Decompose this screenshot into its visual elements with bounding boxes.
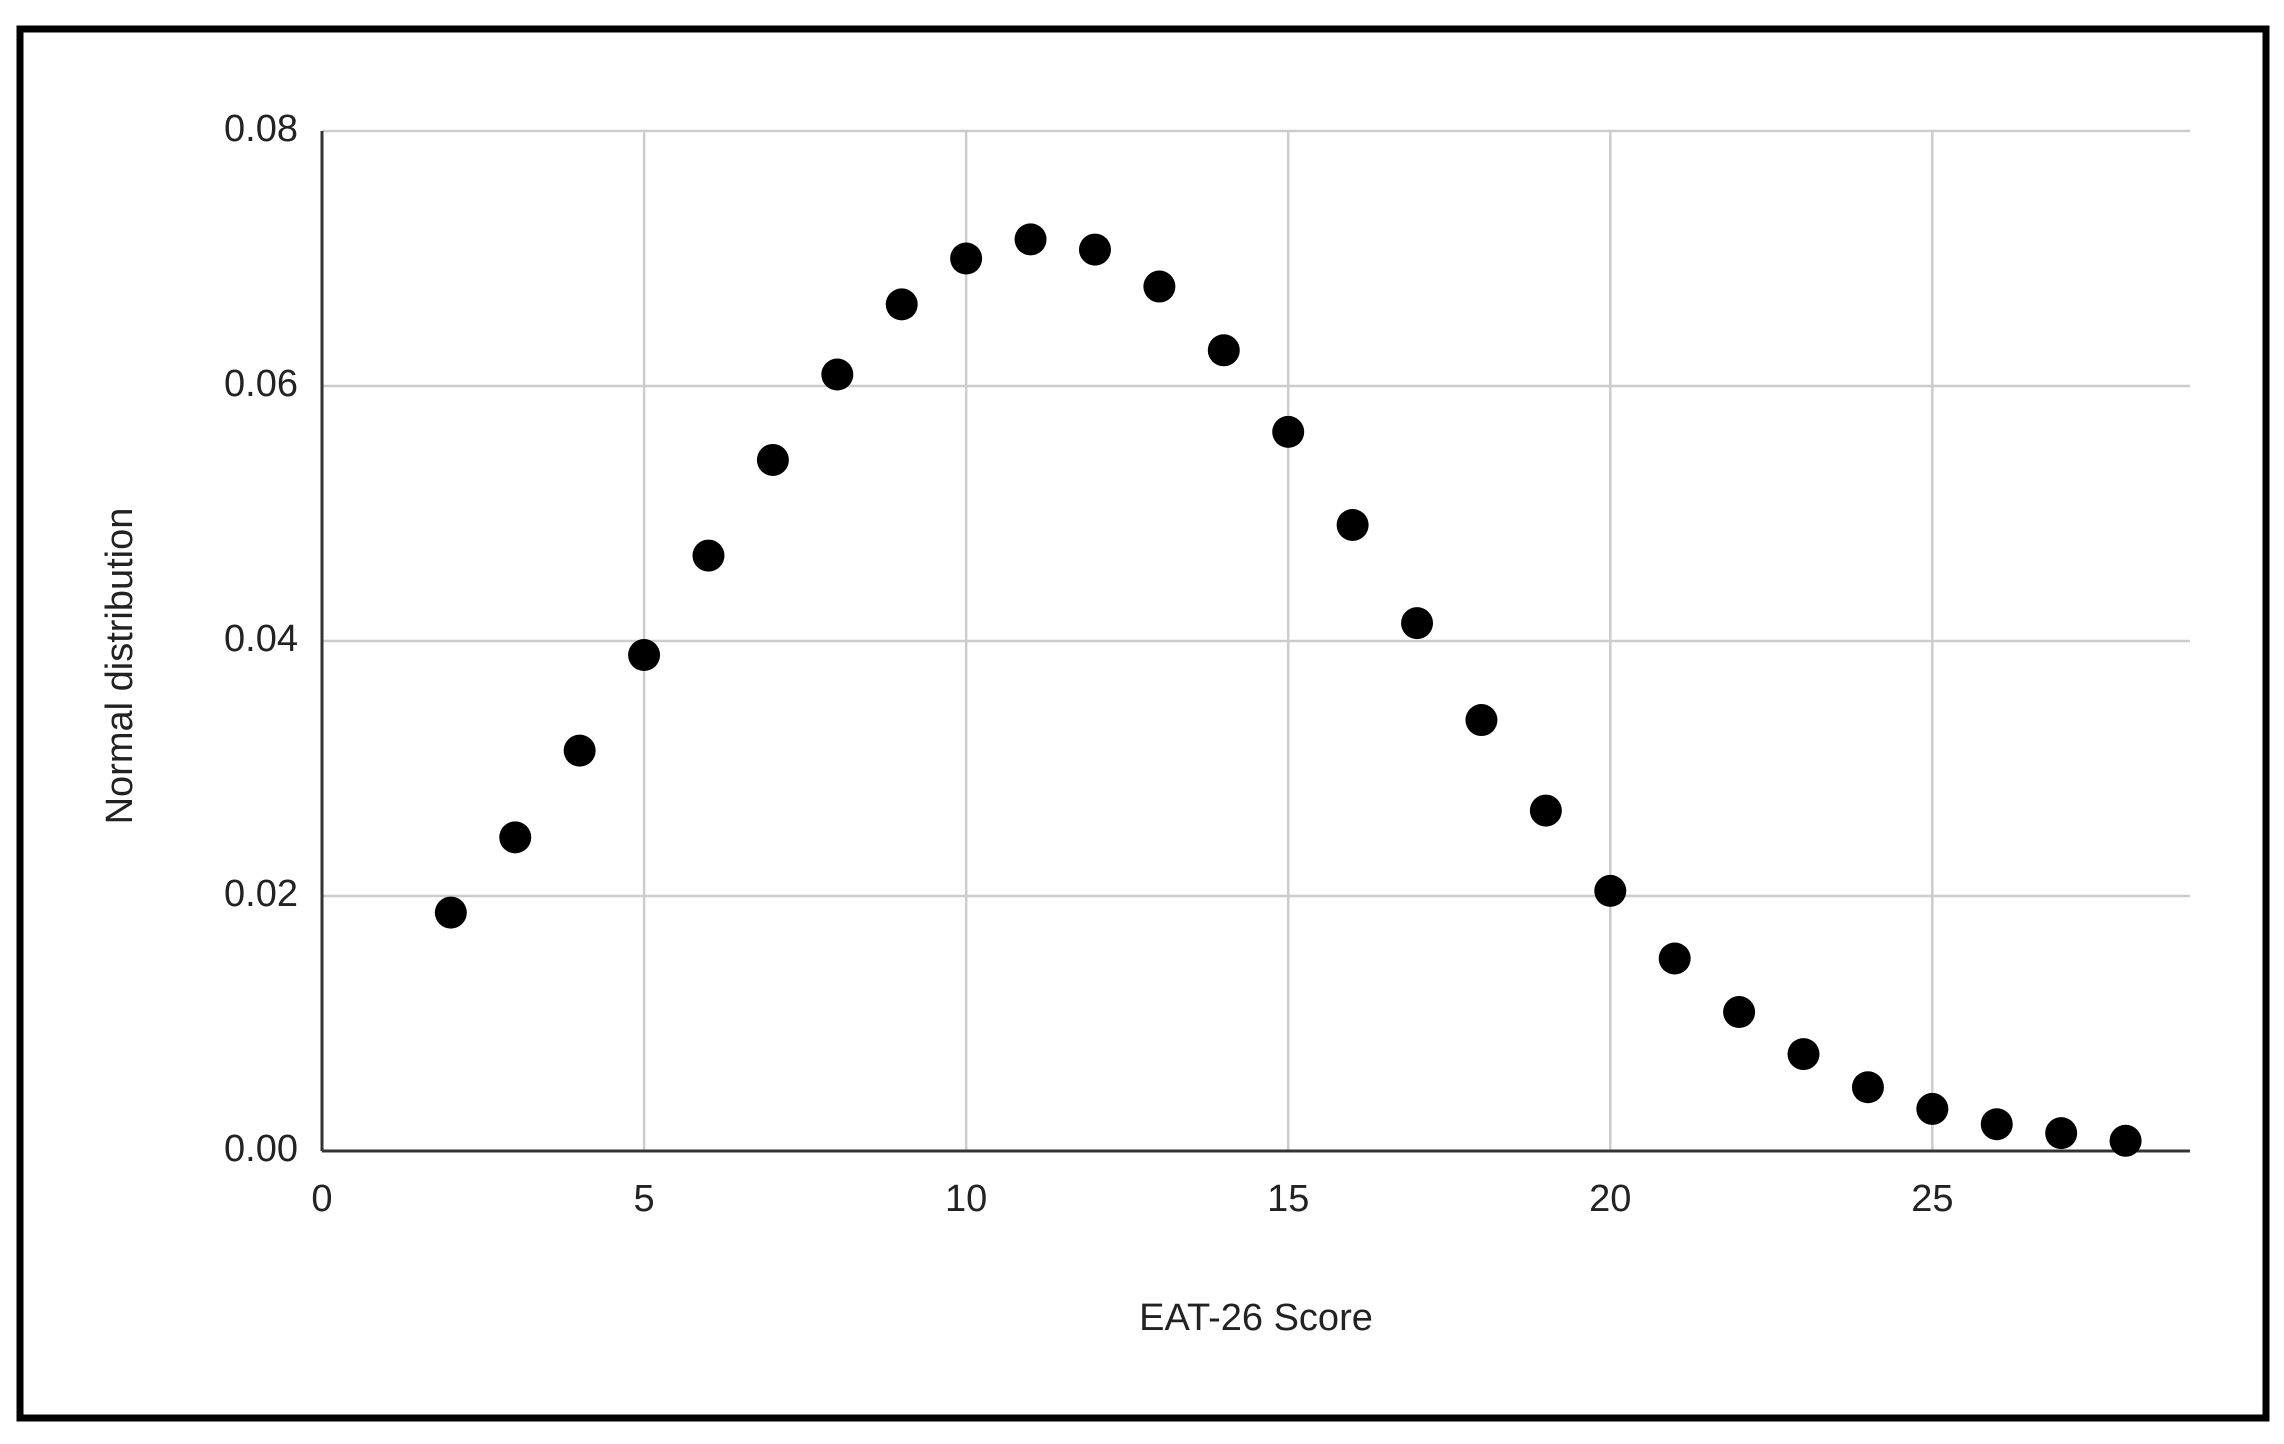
x-tick-label: 25 xyxy=(1911,1178,1953,1220)
data-point xyxy=(563,734,596,767)
data-point xyxy=(1207,334,1240,367)
x-tick-label: 15 xyxy=(1267,1178,1309,1220)
chart-border xyxy=(16,25,2270,1422)
data-point xyxy=(1272,415,1305,448)
data-point xyxy=(692,539,725,572)
y-tick-label: 0.04 xyxy=(224,618,298,660)
data-point xyxy=(1723,996,1756,1029)
y-tick-label: 0.08 xyxy=(224,108,298,150)
data-point xyxy=(1465,704,1498,737)
x-tick-label: 0 xyxy=(311,1178,332,1220)
x-tick-label: 20 xyxy=(1589,1178,1631,1220)
data-point xyxy=(1658,942,1691,975)
data-point xyxy=(1078,233,1111,266)
x-axis-title: EAT-26 Score xyxy=(1139,1297,1373,1339)
data-point xyxy=(499,821,532,854)
data-point xyxy=(885,288,918,321)
x-tick-label: 5 xyxy=(633,1178,654,1220)
x-tick-label: 10 xyxy=(945,1178,987,1220)
data-point xyxy=(756,443,789,476)
data-point xyxy=(1787,1038,1820,1071)
data-point xyxy=(1851,1071,1884,1104)
data-point xyxy=(1980,1108,2013,1141)
data-point xyxy=(628,639,661,672)
y-axis-title: Normal distribution xyxy=(99,508,141,825)
y-tick-label: 0.06 xyxy=(224,363,298,405)
y-tick-label: 0.02 xyxy=(224,873,298,915)
data-point xyxy=(1916,1092,1949,1125)
data-point xyxy=(434,896,467,929)
data-point xyxy=(1014,223,1047,256)
data-point xyxy=(2045,1117,2078,1150)
data-point xyxy=(1401,607,1434,640)
data-point xyxy=(1336,508,1369,541)
data-point xyxy=(1594,874,1627,907)
y-tick-label: 0.00 xyxy=(224,1128,298,1170)
data-point xyxy=(2109,1124,2142,1157)
data-point xyxy=(1529,794,1562,827)
data-point xyxy=(821,358,854,391)
data-point xyxy=(950,242,983,275)
data-point xyxy=(1143,270,1176,303)
